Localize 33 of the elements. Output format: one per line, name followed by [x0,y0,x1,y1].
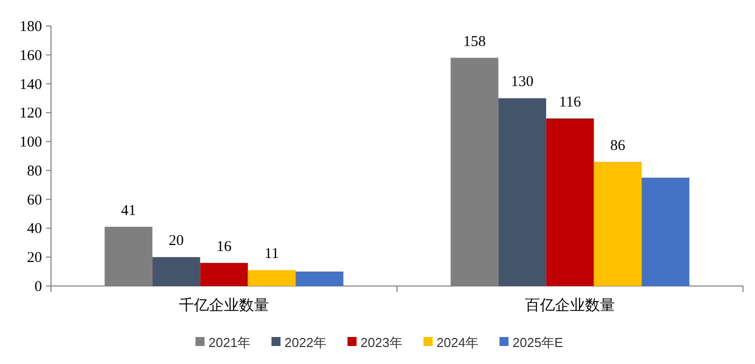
x-tick-label: 千亿企业数量 [179,297,269,314]
y-tick-label: 0 [34,279,42,295]
bar [546,118,594,286]
bar [498,98,546,286]
y-tick-label: 80 [27,163,42,180]
y-tick-label: 40 [27,221,42,238]
y-tick-label: 180 [20,19,42,35]
data-label: 158 [463,34,486,50]
bar [642,178,690,286]
y-tick-label: 120 [20,106,42,122]
y-tick-label: 60 [27,192,42,208]
bar [296,272,344,286]
data-label: 41 [121,202,136,219]
data-label: 116 [559,94,582,110]
bar [200,262,248,286]
legend-label: 2023年 [360,335,402,350]
y-tick-label: 100 [20,134,42,151]
data-label: 130 [511,74,534,90]
data-label: 20 [168,233,184,250]
legend-label: 2024年 [436,335,478,350]
data-label: 86 [610,138,626,154]
y-tick-label: 140 [20,76,42,93]
data-label: 16 [216,238,232,255]
y-tick-label: 20 [27,250,42,266]
legend-label: 2021年 [208,335,250,350]
bar [152,257,200,286]
data-label: 11 [264,246,279,262]
legend-label: 2025年E [512,335,564,350]
y-tick-label: 160 [20,48,42,64]
bar [248,270,296,286]
bar [594,162,642,286]
legend-label: 2022年 [284,335,326,350]
x-tick-label: 百亿企业数量 [525,297,615,314]
